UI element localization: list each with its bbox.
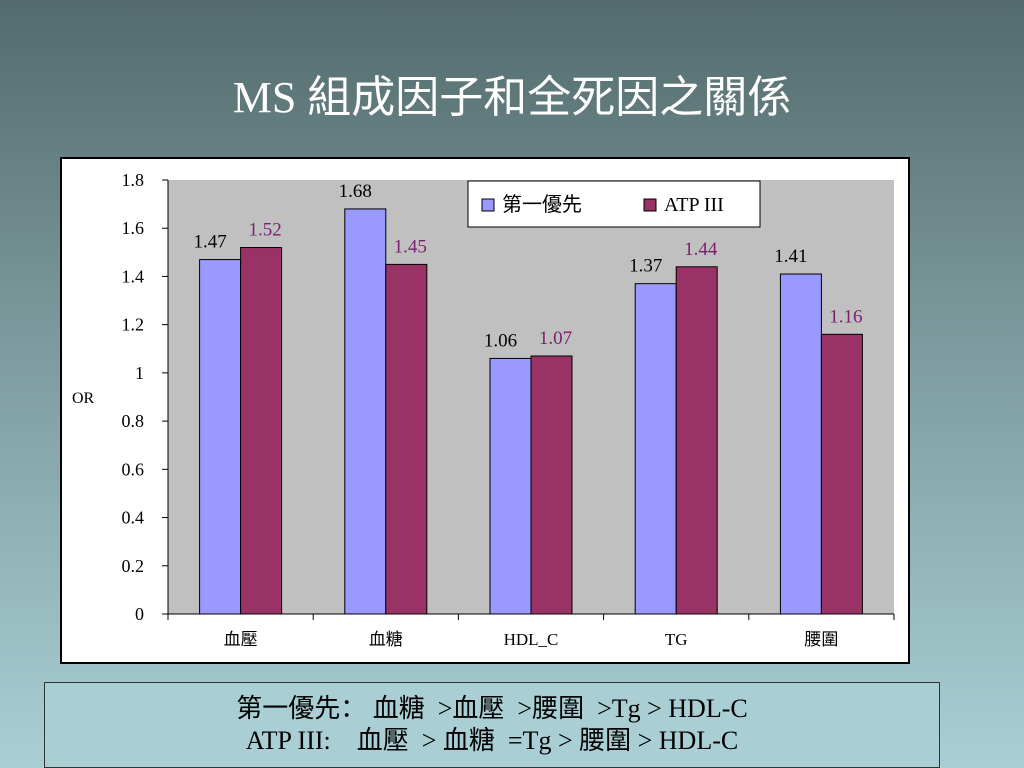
bar-series-1-cat-3 xyxy=(489,357,532,615)
bar-series-2-cat-4 xyxy=(675,266,718,615)
data-label-series-2-cat-3: 1.07 xyxy=(539,328,572,349)
bar-series-2-cat-1 xyxy=(240,247,283,615)
bar-chart: 血壓 血糖 HDL_C TG 腰圍00.20.40.60.811.21.41.61.8 … xyxy=(72,170,895,649)
x-tick-label-1: 血壓 xyxy=(224,630,258,649)
data-label-series-2-cat-4: 1.44 xyxy=(684,239,718,260)
bar-series-2-cat-2 xyxy=(385,263,428,615)
y-tick-label-7: 1.2 xyxy=(122,315,145,335)
chart-frame: 血壓 血糖 HDL_C TG 腰圍 0 0.2 0.4 0.6 0.8 1 1.2 1.4 1.6 1.8 … xyxy=(60,157,910,664)
y-tick-label-5: 0.8 xyxy=(122,411,145,431)
y-tick-label-6: 1 xyxy=(135,363,144,383)
legend-swatch-series-1 xyxy=(481,198,495,212)
bar-series-2-cat-3 xyxy=(530,355,573,615)
bar-series-2-cat-5 xyxy=(820,333,863,615)
legend-label-series-2: ATP III xyxy=(664,194,724,216)
y-tick-label-1: 0 xyxy=(135,604,144,624)
data-label-series-1-cat-2: 1.68 xyxy=(339,181,372,202)
x-tick-label-2: 血糖 xyxy=(369,630,403,649)
y-tick-label-2: 0.2 xyxy=(122,556,145,576)
data-label-series-1-cat-3: 1.06 xyxy=(484,330,517,351)
legend-label-series-1: 第一優先 xyxy=(502,193,582,216)
y-tick-label-3: 0.4 xyxy=(122,508,145,528)
data-label-series-1-cat-4: 1.37 xyxy=(629,256,662,277)
bar-series-1-cat-5 xyxy=(779,273,822,615)
bar-series-1-cat-1 xyxy=(199,259,242,615)
bar-series-1-cat-4 xyxy=(634,283,677,615)
summary-line-1: 第一優先： 血糖 >血壓 >腰圍 >Tg > HDL-C xyxy=(236,694,748,723)
summary-box: 第一優先： 血糖 >血壓 >腰圍 >Tg > HDL-C ATP III: 血壓… xyxy=(44,682,940,768)
legend: 第一優先 ATP III xyxy=(467,180,761,228)
data-label-series-2-cat-2: 1.45 xyxy=(394,236,427,257)
y-tick-label-10: 1.8 xyxy=(122,170,145,190)
y-tick-label-8: 1.4 xyxy=(122,266,145,286)
x-tick-label-4: TG xyxy=(665,630,688,649)
summary-line-2: ATP III: 血壓 > 血糖 =Tg > 腰圍 > HDL-C xyxy=(245,726,739,755)
y-tick-label-4: 0.6 xyxy=(122,459,145,479)
bar-series-1-cat-2 xyxy=(344,208,387,615)
x-tick-label-3: HDL_C xyxy=(504,630,559,649)
x-tick-label-5: 腰圍 xyxy=(804,630,838,649)
data-label-series-2-cat-5: 1.16 xyxy=(829,306,862,327)
data-label-series-1-cat-1: 1.47 xyxy=(193,232,226,253)
y-axis-label: OR xyxy=(72,390,95,407)
data-label-series-1-cat-5: 1.41 xyxy=(774,246,807,267)
legend-swatch-series-2 xyxy=(643,198,657,212)
y-tick-label-9: 1.6 xyxy=(122,218,145,238)
legend-box xyxy=(467,180,761,228)
slide-title: MS 組成因子和全死因之關係 xyxy=(232,73,792,122)
data-label-series-2-cat-1: 1.52 xyxy=(248,220,281,241)
